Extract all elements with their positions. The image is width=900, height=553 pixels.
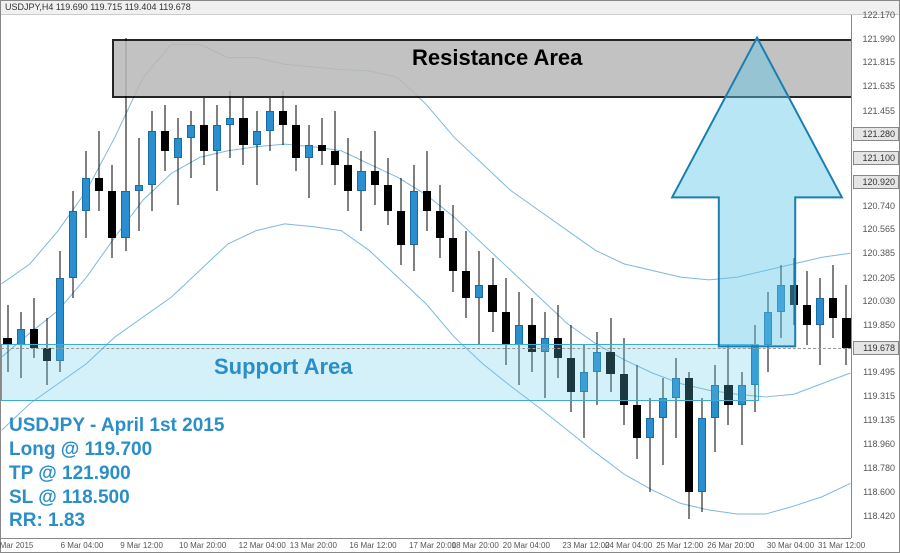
y-tick: 121.990 xyxy=(862,34,895,44)
price-axis: 122.170121.990121.815121.635121.455121.2… xyxy=(851,15,899,538)
y-tick: 118.600 xyxy=(863,487,895,497)
y-tick: 121.455 xyxy=(862,106,895,116)
y-tick: 119.315 xyxy=(863,391,895,401)
x-tick: 30 Mar 04:00 xyxy=(767,541,814,550)
y-tick: 119.678 xyxy=(853,341,899,355)
x-tick: 6 Mar 04:00 xyxy=(61,541,104,550)
x-tick: 25 Mar 12:00 xyxy=(656,541,703,550)
y-tick: 120.565 xyxy=(862,224,895,234)
x-tick: 16 Mar 12:00 xyxy=(349,541,396,550)
x-tick: 31 Mar 12:00 xyxy=(818,541,865,550)
current-price-line xyxy=(1,348,851,349)
y-tick: 120.385 xyxy=(862,248,895,258)
y-tick: 121.815 xyxy=(862,57,895,67)
info-entry: Long @ 119.700 xyxy=(9,438,224,462)
x-tick: 17 Mar 20:00 xyxy=(409,541,456,550)
info-sl: SL @ 118.500 xyxy=(9,486,224,510)
y-tick: 120.030 xyxy=(862,296,895,306)
trade-info: USDJPY - April 1st 2015 Long @ 119.700 T… xyxy=(9,414,224,533)
x-tick: 10 Mar 20:00 xyxy=(179,541,226,550)
chart-window: USDJPY,H4 119.690 119.715 119.404 119.67… xyxy=(0,0,900,553)
y-tick: 121.280 xyxy=(853,127,899,141)
y-tick: 122.170 xyxy=(862,10,895,20)
y-tick: 120.920 xyxy=(853,175,899,189)
x-tick: 12 Mar 04:00 xyxy=(239,541,286,550)
y-tick: 121.635 xyxy=(862,81,895,91)
x-tick: 26 Mar 20:00 xyxy=(707,541,754,550)
x-tick: 20 Mar 04:00 xyxy=(503,541,550,550)
time-axis: 4 Mar 2015 6 Mar 04:00 9 Mar 12:00 10 Mar 2… xyxy=(1,538,851,552)
symbol-title-bar: USDJPY,H4 119.690 119.715 119.404 119.67… xyxy=(1,1,899,15)
price-chart[interactable]: Resistance Area Support Area USDJPY - Ap… xyxy=(1,15,851,538)
x-tick: 24 Mar 04:00 xyxy=(605,541,652,550)
x-tick: 13 Mar 20:00 xyxy=(290,541,337,550)
info-tp: TP @ 121.900 xyxy=(9,462,224,486)
y-tick: 119.495 xyxy=(863,367,895,377)
info-rr: RR: 1.83 xyxy=(9,509,224,533)
x-tick: 23 Mar 12:00 xyxy=(562,541,609,550)
y-tick: 118.960 xyxy=(863,439,895,449)
y-tick: 121.100 xyxy=(853,151,899,165)
y-tick: 119.135 xyxy=(863,415,895,425)
y-tick: 118.780 xyxy=(863,463,895,473)
y-tick: 119.850 xyxy=(863,320,895,330)
x-tick: 18 Mar 20:00 xyxy=(452,541,499,550)
y-tick: 120.205 xyxy=(862,273,895,283)
x-tick: 4 Mar 2015 xyxy=(0,541,33,550)
y-tick: 118.420 xyxy=(863,511,895,521)
y-tick: 120.740 xyxy=(862,201,895,211)
x-tick: 9 Mar 12:00 xyxy=(120,541,163,550)
info-pair-date: USDJPY - April 1st 2015 xyxy=(9,414,224,438)
